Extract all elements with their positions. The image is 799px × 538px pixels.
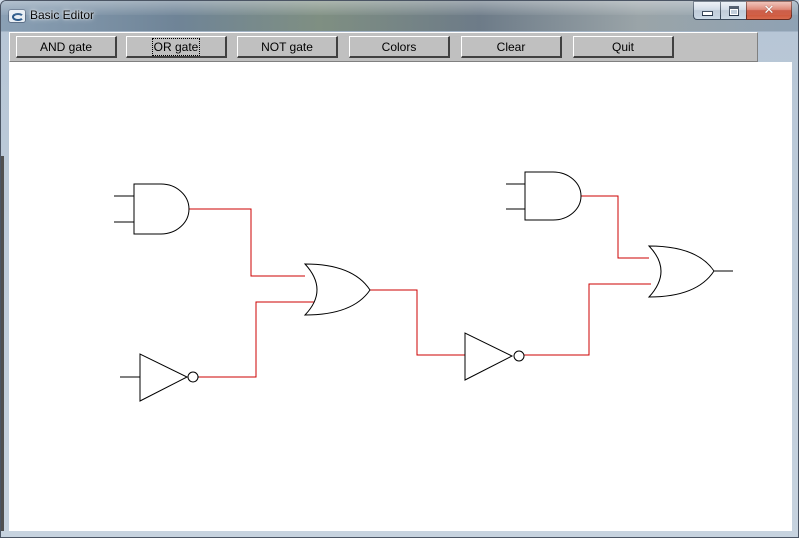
app-icon[interactable] — [8, 9, 26, 23]
toolbar: AND gate OR gate NOT gate Colors Clear Q… — [9, 32, 758, 62]
wire[interactable] — [524, 283, 651, 356]
maximize-icon — [728, 5, 739, 16]
not-gate-button[interactable]: NOT gate — [237, 36, 338, 58]
quit-button[interactable]: Quit — [573, 36, 674, 58]
or-gate[interactable] — [303, 263, 371, 316]
window-edge — [1, 156, 4, 531]
clear-button[interactable]: Clear — [461, 36, 562, 58]
colors-button[interactable]: Colors — [349, 36, 450, 58]
and-gate[interactable] — [114, 183, 190, 235]
or-gate-button-label: OR gate — [151, 37, 201, 56]
not-gate[interactable] — [464, 332, 525, 381]
close-button[interactable]: ✕ — [746, 1, 792, 20]
minimize-button[interactable] — [693, 1, 720, 20]
and-gate[interactable] — [506, 171, 582, 221]
circuit-diagram — [114, 171, 733, 402]
wire[interactable] — [189, 208, 305, 277]
and-gate-button[interactable]: AND gate — [16, 36, 117, 58]
close-icon: ✕ — [763, 3, 775, 18]
or-gate[interactable] — [647, 245, 733, 298]
window-controls: ✕ — [693, 1, 792, 20]
or-gate-button[interactable]: OR gate — [126, 36, 227, 58]
window-title: Basic Editor — [30, 8, 95, 22]
colors-button-label: Colors — [381, 39, 417, 54]
not-gate[interactable] — [120, 353, 199, 402]
wire[interactable] — [199, 301, 316, 378]
not-gate-button-label: NOT gate — [261, 39, 313, 54]
drawing-canvas[interactable] — [9, 62, 792, 531]
maximize-button[interactable] — [720, 1, 746, 20]
wire[interactable] — [370, 289, 465, 356]
wire[interactable] — [580, 195, 649, 259]
title-bar[interactable]: Basic Editor ✕ — [1, 1, 798, 31]
minimize-icon — [701, 11, 713, 16]
and-gate-button-label: AND gate — [39, 39, 93, 54]
quit-button-label: Quit — [611, 39, 634, 54]
clear-button-label: Clear — [496, 39, 526, 54]
